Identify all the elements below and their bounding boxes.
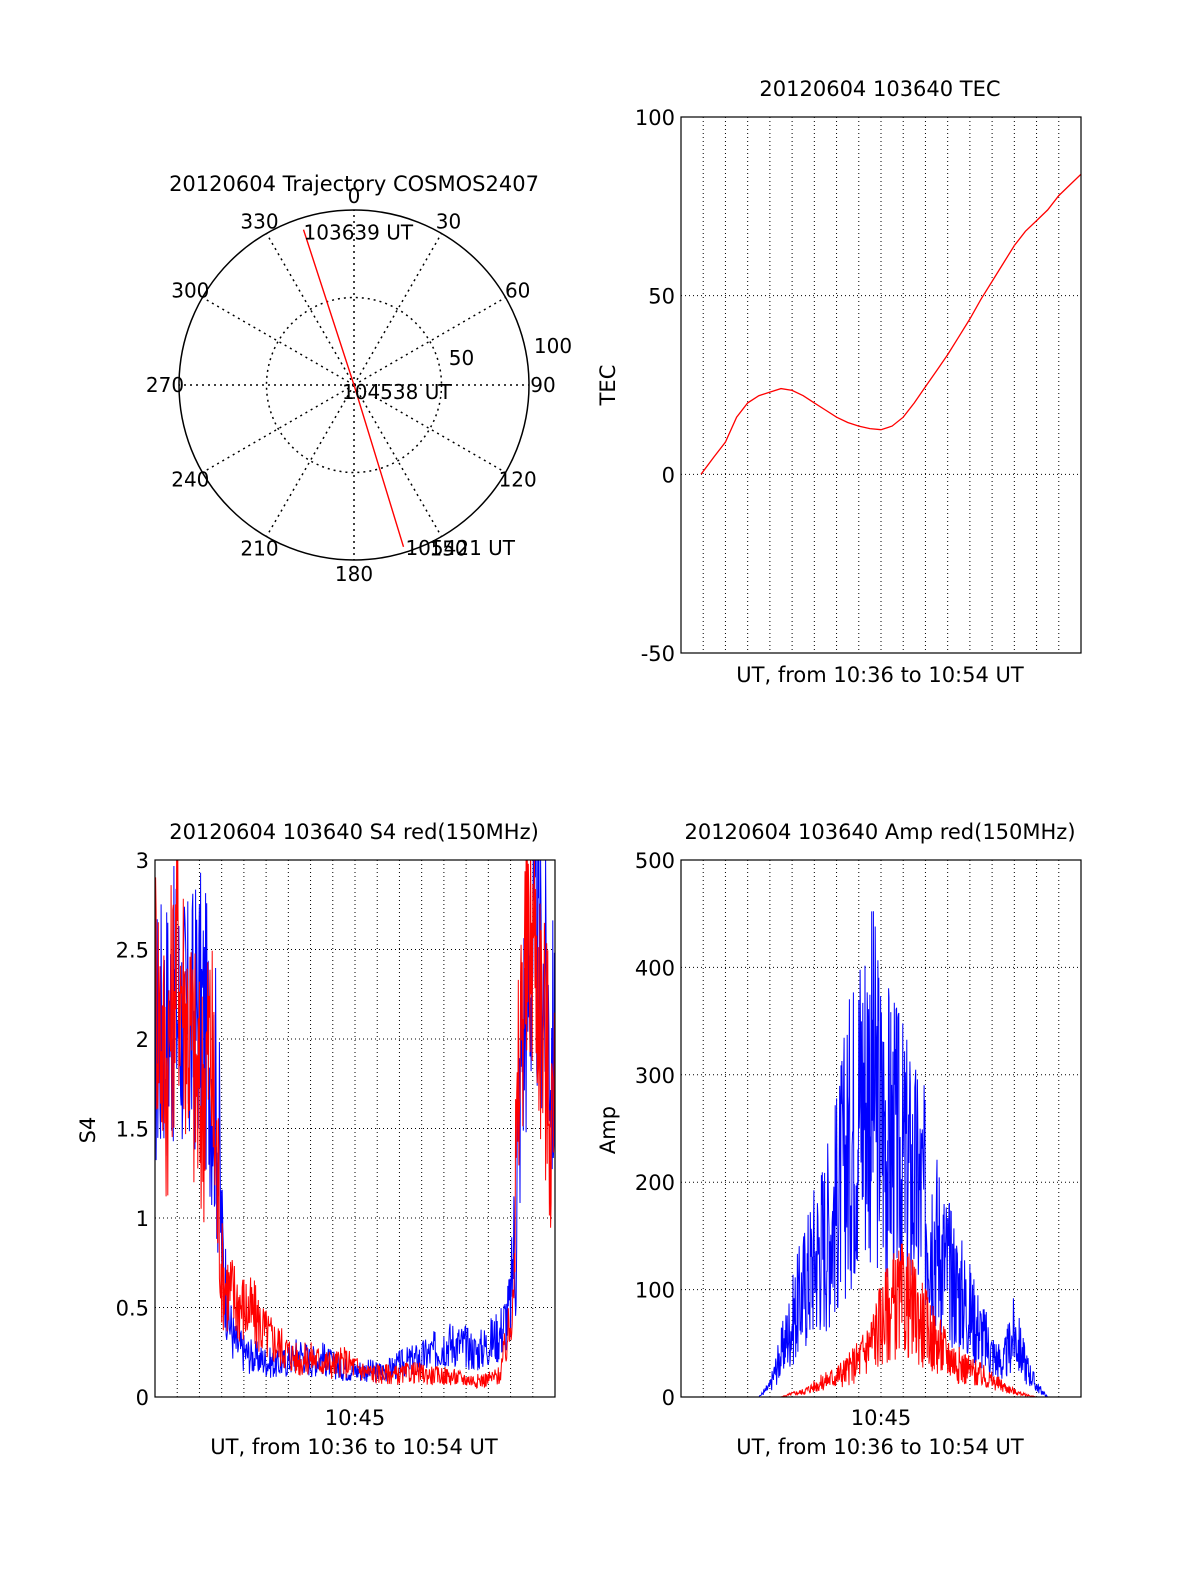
plot-frame (680, 859, 1082, 1398)
plot-area (700, 173, 1081, 475)
amp-ylabel: Amp (596, 1106, 620, 1154)
polar-angle-label: 90 (530, 373, 555, 397)
y-tick-label: 0 (662, 1386, 675, 1410)
y-tick-label: -50 (641, 642, 675, 666)
tec-title: 20120604 103640 TEC (759, 77, 1000, 101)
polar-outer-circle (178, 209, 530, 561)
s4-panel: 20120604 103640 S4 red(150MHz) S4 UT, fr… (76, 820, 556, 1459)
y-tick-label: 3 (136, 849, 149, 873)
y-tick-label: 1 (136, 1207, 149, 1231)
polar-angle-label: 270 (146, 373, 184, 397)
polar-angle-label: 30 (436, 209, 461, 233)
polar-angle-label: 210 (240, 537, 278, 561)
amp-xlabel: UT, from 10:36 to 10:54 UT (736, 1435, 1024, 1459)
y-tick-label: 0.5 (116, 1297, 149, 1321)
y-tick-label: 100 (635, 106, 675, 130)
polar-spoke (265, 233, 355, 386)
s4-xlabel: UT, from 10:36 to 10:54 UT (210, 1435, 498, 1459)
plot-area (701, 911, 1081, 1397)
series-line (701, 911, 1081, 1397)
polar-radial-label: 100 (534, 334, 572, 358)
plot-frame (680, 116, 1082, 654)
polar-spoke (265, 384, 355, 537)
tec-panel: 20120604 103640 TEC TEC UT, from 10:36 t… (596, 77, 1082, 687)
series-line (155, 860, 555, 1389)
y-tick-label: 2.5 (116, 939, 149, 963)
x-tick-label: 10:45 (325, 1406, 386, 1430)
polar-inner-ring (265, 296, 443, 474)
y-tick-label: 50 (648, 285, 675, 309)
x-tick-label: 10:45 (851, 1406, 912, 1430)
polar-spoke (353, 384, 443, 537)
trajectory-time-label: 103639 UT (304, 221, 414, 245)
y-tick-label: 300 (635, 1064, 675, 1088)
tec-ylabel: TEC (596, 365, 620, 407)
trajectory-time-label: 104538 UT (342, 380, 452, 404)
polar-panel: 20120604 Trajectory COSMOS2407 0 30 60 90 12… (146, 172, 572, 586)
polar-spoke (202, 296, 355, 386)
polar-radial-labels: 50 100 (449, 334, 572, 370)
series-line (700, 173, 1081, 475)
trajectory-line (302, 229, 405, 548)
polar-spoke (353, 384, 506, 474)
y-tick-label: 0 (136, 1386, 149, 1410)
series-line (701, 1243, 1081, 1397)
s4-title: 20120604 103640 S4 red(150MHz) (169, 820, 539, 844)
plot-area (155, 860, 555, 1389)
polar-trajectory: 103639 UT 104538 UT 105421 UT (302, 221, 516, 560)
polar-angle-label: 240 (171, 468, 209, 492)
y-tick-label: 2 (136, 1028, 149, 1052)
amp-panel: 20120604 103640 Amp red(150MHz) Amp UT, … (596, 820, 1082, 1459)
y-tick-label: 0 (662, 463, 675, 487)
polar-spoke (202, 384, 355, 474)
polar-angle-label: 330 (240, 209, 278, 233)
y-tick-label: 400 (635, 956, 675, 980)
polar-spoke (353, 233, 443, 386)
plot-frame (154, 859, 556, 1398)
y-tick-label: 1.5 (116, 1118, 149, 1142)
polar-angle-label: 150 (429, 537, 467, 561)
polar-grid (179, 210, 529, 560)
polar-angle-label: 120 (499, 468, 537, 492)
polar-angle-label: 300 (171, 279, 209, 303)
tec-xlabel: UT, from 10:36 to 10:54 UT (736, 663, 1024, 687)
y-tick-label: 500 (635, 849, 675, 873)
s4-ylabel: S4 (76, 1117, 100, 1144)
polar-angle-labels: 0 30 60 90 120 150 180 210 240 270 300 330 (146, 184, 556, 586)
polar-title: 20120604 Trajectory COSMOS2407 (169, 172, 539, 196)
amp-title: 20120604 103640 Amp red(150MHz) (684, 820, 1075, 844)
y-tick-label: 200 (635, 1171, 675, 1195)
polar-angle-label: 60 (505, 279, 530, 303)
trajectory-time-label: 105421 UT (405, 536, 515, 560)
polar-spoke (353, 296, 506, 386)
polar-angle-label: 0 (348, 184, 361, 208)
y-tick-label: 100 (635, 1279, 675, 1303)
polar-radial-label: 50 (449, 346, 474, 370)
polar-angle-label: 180 (335, 562, 373, 586)
